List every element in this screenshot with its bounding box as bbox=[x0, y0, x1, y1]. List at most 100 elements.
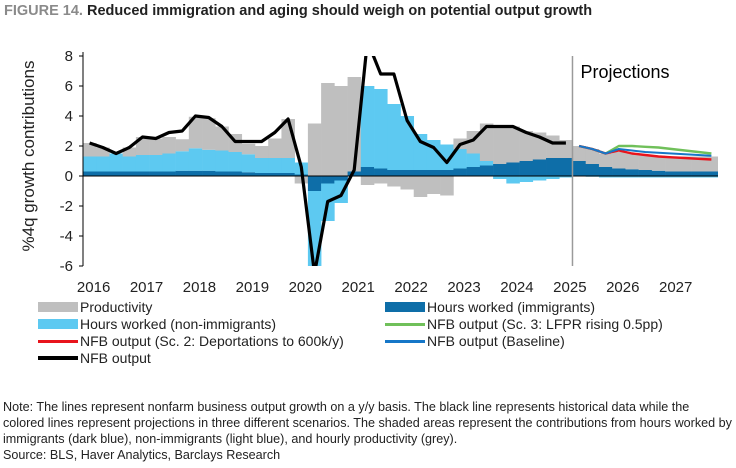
bar-segment bbox=[96, 156, 110, 172]
bar-segment bbox=[532, 176, 547, 181]
bar-segment bbox=[440, 144, 454, 170]
bar-segment bbox=[96, 171, 110, 176]
bar-segment bbox=[387, 104, 401, 170]
plot-area bbox=[83, 56, 718, 266]
projection-area-segment bbox=[651, 155, 666, 171]
y-tick-label: -4 bbox=[60, 228, 73, 245]
bar-segment bbox=[360, 176, 375, 185]
bar-segment bbox=[334, 86, 348, 176]
legend-hours-immigrants: Hours worked (immigrants) bbox=[385, 299, 595, 315]
projection-area-segment bbox=[585, 164, 600, 176]
bar-segment bbox=[241, 154, 256, 173]
legend: Productivity Hours worked (immigrants) H… bbox=[30, 297, 730, 367]
legend-swatch bbox=[38, 302, 78, 312]
x-tick-label: 2018 bbox=[183, 279, 216, 296]
x-tick-label: 2022 bbox=[394, 279, 427, 296]
bar-segment bbox=[321, 176, 335, 184]
bar-segment bbox=[440, 176, 454, 196]
x-tick-label: 2016 bbox=[77, 279, 110, 296]
y-tick-label: 0 bbox=[65, 168, 73, 185]
legend-nfb-baseline: NFB output (Baseline) bbox=[385, 333, 565, 349]
legend-line bbox=[385, 339, 425, 343]
legend-label: Hours worked (non-immigrants) bbox=[80, 316, 277, 332]
bar-segment bbox=[268, 138, 282, 158]
projection-area-segment bbox=[704, 176, 718, 178]
bar-segment bbox=[122, 156, 137, 172]
bar-segment bbox=[135, 171, 150, 176]
bar-segment bbox=[506, 162, 520, 176]
bar-segment bbox=[162, 137, 176, 154]
legend-nfb-sc3: NFB output (Sc. 3: LFPR rising 0.5pp) bbox=[385, 316, 663, 332]
bar-segment bbox=[188, 170, 203, 176]
bar-segment bbox=[506, 126, 520, 163]
bar-segment bbox=[546, 158, 560, 176]
x-tick-label: 2019 bbox=[236, 279, 269, 296]
bar-segment bbox=[387, 170, 401, 176]
projection-area-segment bbox=[678, 176, 692, 178]
projection-area-segment bbox=[572, 161, 587, 176]
projection-area-segment bbox=[585, 149, 600, 164]
bar-segment bbox=[493, 128, 507, 164]
projection-area-segment bbox=[651, 170, 666, 176]
legend-label: NFB output bbox=[80, 350, 151, 366]
projection-area-segment bbox=[665, 171, 679, 176]
x-tick-label: 2017 bbox=[130, 279, 163, 296]
bar-segment bbox=[228, 152, 243, 172]
x-tick-label: 2026 bbox=[606, 279, 639, 296]
bar-segment bbox=[440, 170, 454, 176]
bar-segment bbox=[400, 116, 415, 170]
projection-area-segment bbox=[625, 153, 639, 170]
projection-area-segment bbox=[691, 176, 706, 178]
projection-area-segment bbox=[612, 176, 626, 178]
bar-segment bbox=[281, 173, 295, 176]
legend-line bbox=[385, 322, 425, 326]
legend-swatch bbox=[38, 319, 78, 329]
bar-segment bbox=[83, 156, 97, 172]
bar-segment bbox=[202, 149, 216, 171]
projection-area-segment bbox=[665, 176, 679, 178]
x-tick-label: 2020 bbox=[289, 279, 322, 296]
bar-segment bbox=[307, 176, 322, 191]
bar-segment bbox=[374, 168, 388, 176]
bar-segment bbox=[519, 131, 534, 161]
legend-label: Hours worked (immigrants) bbox=[427, 299, 596, 315]
legend-label: NFB output (Sc. 2: Deportations to 600k/… bbox=[80, 333, 344, 349]
bar-segment bbox=[426, 176, 441, 194]
bar-segment bbox=[413, 176, 428, 197]
bar-segment bbox=[479, 165, 494, 176]
projection-area-segment bbox=[625, 169, 639, 176]
bar-segment bbox=[426, 170, 441, 176]
x-tick-label: 2024 bbox=[500, 279, 533, 296]
bar-segment bbox=[135, 155, 150, 172]
bar-segment bbox=[254, 146, 269, 158]
y-tick-label: 8 bbox=[65, 48, 73, 65]
projection-area-segment bbox=[651, 176, 666, 178]
bar-segment bbox=[400, 176, 415, 190]
bar-segment bbox=[175, 170, 190, 176]
bar-segment bbox=[122, 171, 137, 176]
bar-segment bbox=[215, 150, 229, 172]
legend-label: NFB output (Baseline) bbox=[427, 333, 565, 349]
bar-segment bbox=[466, 153, 481, 167]
bar-segment bbox=[493, 164, 507, 176]
bar-segment bbox=[466, 167, 481, 176]
projection-area-segment bbox=[612, 152, 626, 169]
bar-segment bbox=[360, 167, 375, 176]
bar-segment bbox=[241, 143, 256, 155]
legend-label: NFB output (Sc. 3: LFPR rising 0.5pp) bbox=[427, 316, 663, 332]
projection-area-segment bbox=[625, 176, 639, 178]
bar-segment bbox=[347, 171, 362, 176]
bar-segment bbox=[413, 170, 428, 176]
bar-segment bbox=[254, 173, 269, 176]
bar-segment bbox=[188, 116, 203, 149]
x-tick-label: 2021 bbox=[342, 279, 375, 296]
bar-segment bbox=[281, 158, 295, 173]
bar-segment bbox=[321, 83, 335, 176]
figure-number: FIGURE 14. bbox=[4, 3, 83, 19]
bar-segment bbox=[387, 176, 401, 187]
bar-segment bbox=[96, 147, 110, 157]
bar-segment bbox=[493, 176, 507, 179]
bar-segment bbox=[453, 168, 467, 176]
note-text: Note: The lines represent nonfarm busine… bbox=[3, 400, 732, 446]
